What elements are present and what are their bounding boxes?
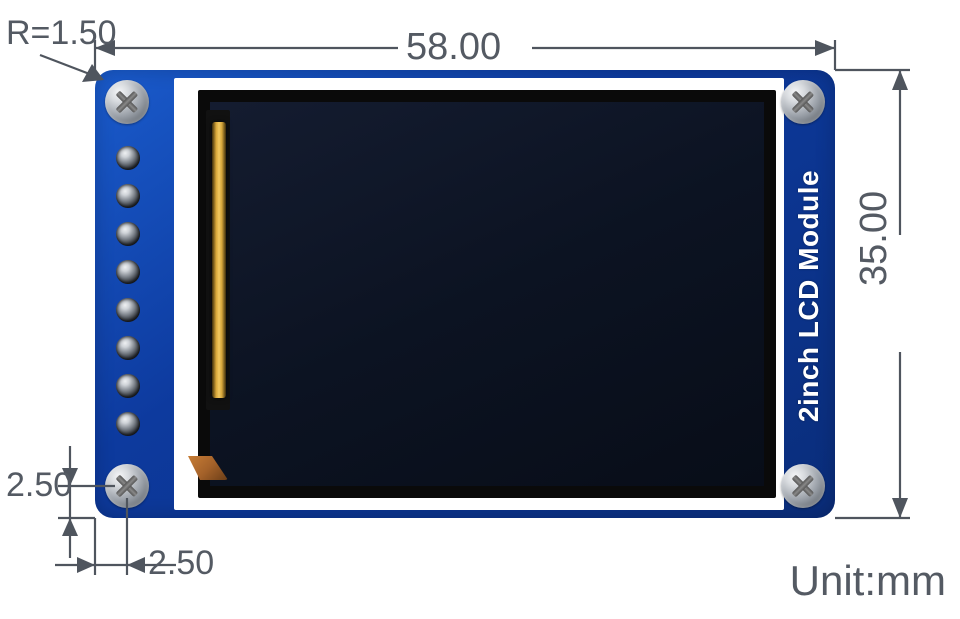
dim-hole-offset-x-label: 2.50 [148,544,214,583]
dim-hole-offset-y-label: 2.50 [6,466,72,505]
dim-corner-radius-label: R=1.50 [6,14,117,53]
screw-bottom-left [105,464,149,508]
diagram-stage: 2inch LCD Module 58.00 35.00 [0,0,960,619]
pcb-silkscreen-label: 2inch LCD Module [793,170,825,422]
header-pin [116,260,140,284]
header-pin [116,298,140,322]
screw-top-left [105,80,149,124]
header-pin [116,222,140,246]
header-pin [116,412,140,436]
lcd-panel [198,90,776,498]
dim-height-label: 35.00 [853,191,896,286]
flex-cable [212,122,226,398]
dim-width-label: 58.00 [406,26,501,69]
screw-bottom-right [781,464,825,508]
unit-label: Unit:mm [790,557,946,605]
screw-top-right [781,80,825,124]
header-pin [116,146,140,170]
header-pin [116,336,140,360]
header-pin [116,374,140,398]
header-pin [116,184,140,208]
